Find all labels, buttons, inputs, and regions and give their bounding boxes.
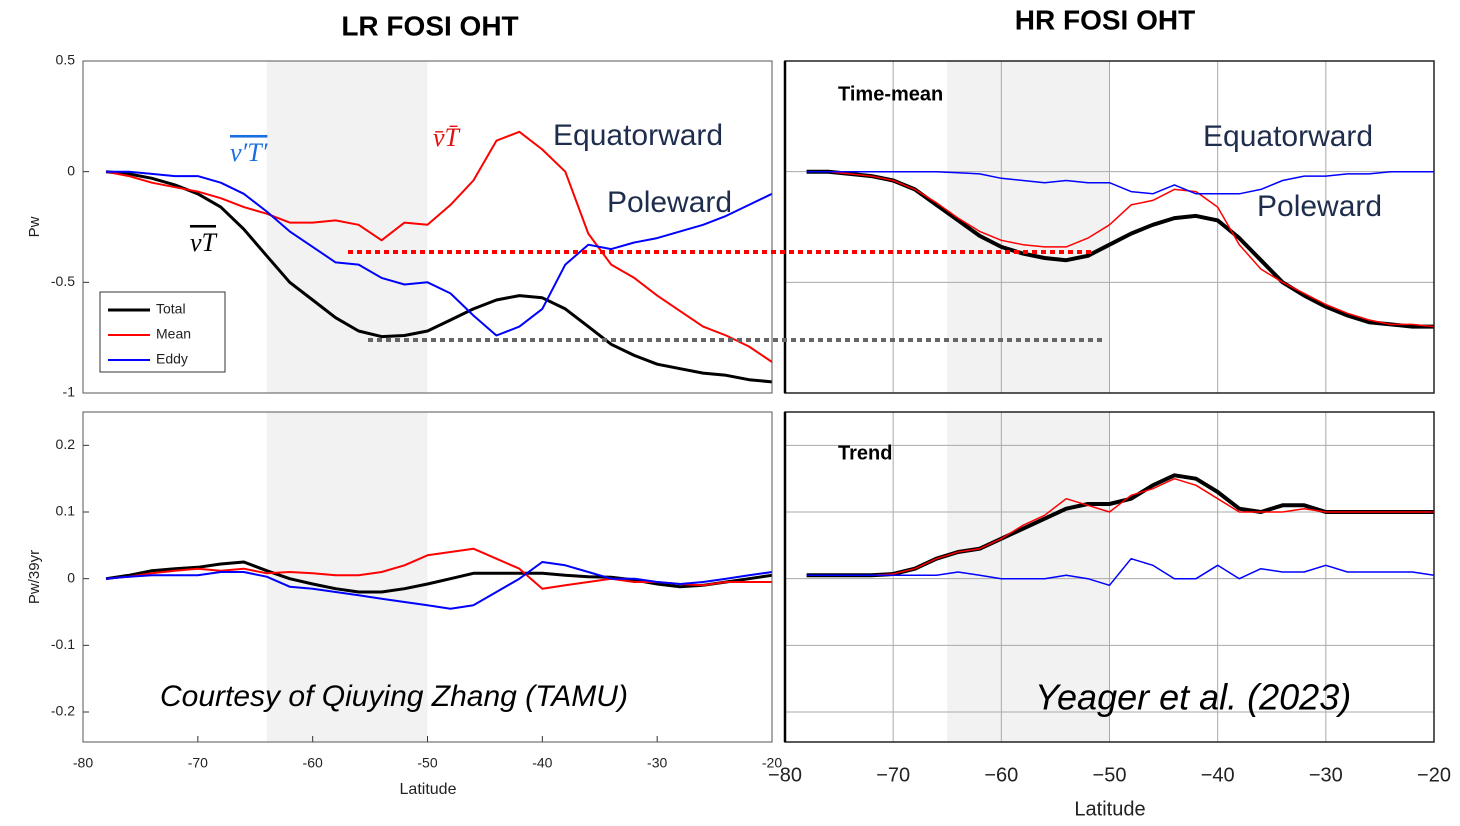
shaded-region: [266, 412, 428, 742]
x-tick-label: -70: [188, 755, 208, 771]
series-line: [105, 560, 773, 594]
y-tick-label: 0: [67, 162, 75, 178]
y-tick-label: -0.1: [51, 636, 75, 652]
shaded-region: [947, 412, 1110, 742]
x-tick-label: −30: [1309, 764, 1343, 786]
series-line: [806, 170, 1435, 328]
x-tick-label: −50: [1093, 764, 1127, 786]
y-tick-label: -0.2: [51, 703, 75, 719]
y-axis-label: Pw: [26, 216, 43, 237]
x-tick-label: −60: [984, 764, 1018, 786]
annotation: v̄T̄: [433, 123, 461, 152]
annotation: Equatorward: [553, 119, 723, 152]
annotation: Time-mean: [838, 83, 943, 105]
annotation: v′T′: [230, 138, 268, 167]
annotation: Equatorward: [1203, 120, 1373, 153]
panel: 0.2 0.1 0 -0.1 -0.2 -80 -70 -60 -50 -40 -30 -20 Pw/3…: [26, 411, 782, 798]
x-axis-label: Latitude: [400, 781, 457, 798]
series-line: [806, 477, 1434, 577]
y-tick-label: 0.2: [56, 436, 76, 452]
x-tick-label: −20: [1417, 764, 1451, 786]
legend-label: Mean: [156, 326, 191, 342]
legend-label: Eddy: [156, 351, 188, 367]
y-tick-label: 0.1: [56, 503, 76, 519]
shaded-region: [947, 61, 1110, 393]
x-tick-label: -20: [762, 755, 782, 771]
legend-box: [99, 291, 226, 373]
annotation: Trend: [838, 442, 892, 464]
legend: Total Mean Eddy: [99, 291, 226, 373]
series-line: [105, 561, 773, 610]
y-tick-label: -1: [63, 384, 76, 400]
series-line: [106, 170, 773, 337]
annotation: Poleward: [607, 186, 732, 219]
panel: −80 −70 −60 −50 −40 −30 −20 Latitude Trend Yeager…: [768, 411, 1451, 820]
annotation: vT: [190, 228, 218, 257]
x-tick-label: −80: [768, 764, 802, 786]
plot-frame: [82, 60, 773, 394]
annotation: Courtesy of Qiuying Zhang (TAMU): [160, 680, 628, 713]
y-tick-label: 0.5: [56, 52, 76, 68]
series-line: [105, 170, 773, 384]
x-tick-label: -40: [532, 755, 552, 771]
annotation: Yeager et al. (2023): [1035, 677, 1351, 718]
panel: HR FOSI OHT Time-mean Equatorward Poleward: [783, 4, 1435, 394]
x-tick-label: -60: [303, 755, 323, 771]
x-tick-label: -50: [417, 755, 437, 771]
legend-label: Total: [156, 301, 186, 317]
y-axis-label: Pw/39yr: [26, 550, 43, 604]
series-line: [806, 170, 1434, 195]
series-line: [806, 557, 1435, 587]
y-tick-label: -0.5: [51, 273, 75, 289]
chart-title: HR FOSI OHT: [1015, 4, 1195, 35]
reference-lines: [348, 250, 1102, 342]
x-tick-label: −70: [876, 764, 910, 786]
panel: 0.5 0 -0.5 -1 LR FOSI OHT Pw v′T′ v̄T̄ vT Equator…: [26, 10, 773, 400]
shaded-region: [266, 61, 428, 393]
chart-title: LR FOSI OHT: [341, 10, 518, 41]
x-axis-label: Latitude: [1074, 798, 1145, 820]
x-tick-label: -80: [73, 755, 93, 771]
x-tick-label: −40: [1201, 764, 1235, 786]
x-tick-label: -30: [647, 755, 667, 771]
plot-frame: [82, 411, 773, 743]
annotation: Poleward: [1257, 190, 1382, 223]
series-line: [105, 130, 773, 363]
y-tick-label: 0: [67, 569, 75, 585]
